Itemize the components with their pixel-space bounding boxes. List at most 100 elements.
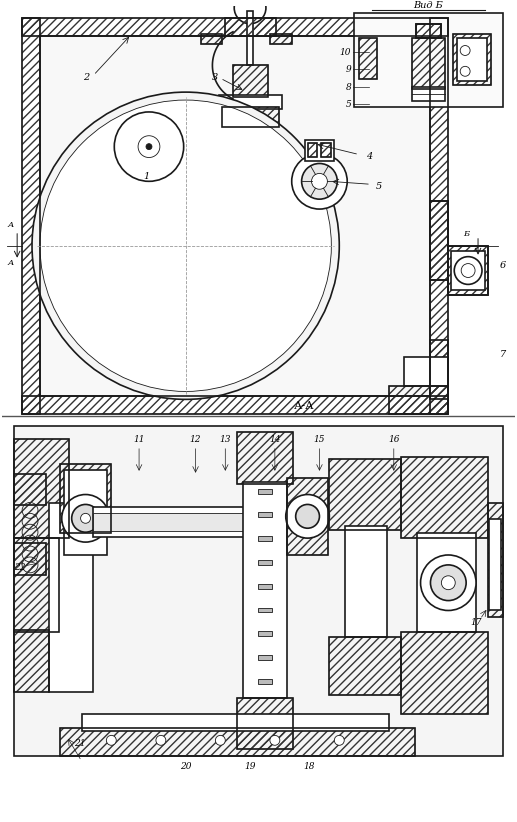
Bar [225,18,276,35]
Text: 9: 9 [345,65,351,74]
Bar [233,66,268,97]
Bar [401,457,488,538]
Circle shape [334,736,344,746]
Text: 10: 10 [340,48,351,57]
Bar [14,538,59,632]
Bar [448,246,488,295]
Bar [431,201,448,280]
Bar [308,143,317,156]
Text: Вид Б: Вид Б [414,2,444,11]
Text: 22: 22 [14,563,26,572]
Bar [417,533,476,632]
Bar [345,526,387,637]
Text: 17: 17 [470,618,482,627]
Text: 7: 7 [500,350,506,359]
Bar [451,251,485,290]
Bar [22,18,40,414]
Bar [389,386,448,414]
Bar [359,38,377,79]
Circle shape [312,173,327,189]
Bar [287,478,328,555]
Bar [401,632,488,713]
Text: 20: 20 [180,762,191,770]
Text: 3: 3 [212,73,219,81]
Circle shape [461,264,475,278]
Circle shape [114,112,184,182]
Bar [431,18,448,414]
Bar [247,11,253,66]
Text: 15: 15 [314,435,325,444]
Bar [329,637,401,695]
Text: 12: 12 [190,435,201,444]
Bar [488,503,503,617]
Bar [14,426,503,756]
Text: 18: 18 [304,762,315,770]
Text: 1: 1 [143,172,149,181]
Text: 21: 21 [74,739,85,748]
Circle shape [32,92,339,399]
Bar [237,698,293,749]
Bar [416,24,442,38]
Circle shape [81,514,90,524]
Bar [14,439,69,538]
Circle shape [296,505,320,529]
Bar [329,637,401,695]
Bar [94,514,262,531]
Bar [14,473,46,506]
Bar [329,459,401,530]
Circle shape [62,495,109,542]
Text: 19: 19 [245,762,256,770]
Bar [94,507,262,537]
Bar [431,201,448,280]
Text: 11: 11 [133,435,145,444]
Circle shape [442,575,455,589]
Circle shape [301,164,337,199]
Circle shape [454,256,482,284]
Bar [448,246,488,295]
Circle shape [138,136,160,158]
Bar [22,396,448,414]
Bar [453,34,491,85]
Bar [453,34,491,85]
Bar [305,140,334,161]
Circle shape [286,495,329,538]
Bar [258,607,272,612]
Bar [359,38,377,79]
Bar [488,503,503,617]
Circle shape [146,144,152,150]
Text: 4: 4 [366,152,372,161]
Bar [22,18,448,35]
Circle shape [460,45,470,55]
Bar [219,95,282,109]
Bar [14,630,49,692]
Bar [401,632,488,713]
Bar [322,143,331,156]
Bar [431,201,448,280]
Bar [287,478,328,555]
Bar [270,34,292,44]
Bar [64,469,108,555]
Text: 2: 2 [83,73,89,81]
Bar [225,18,276,35]
Bar [322,143,331,156]
Circle shape [234,0,266,24]
Circle shape [243,109,257,122]
Bar [14,439,69,538]
Text: 13: 13 [220,435,231,444]
Bar [243,482,287,698]
Bar [40,35,431,396]
Bar [258,560,272,565]
Bar [401,457,488,538]
Bar [412,38,445,89]
Bar [258,679,272,684]
Text: 5: 5 [376,182,382,191]
Bar [416,24,442,38]
Text: А: А [7,221,13,229]
Bar [222,107,279,127]
Bar [60,464,111,533]
Bar [258,631,272,636]
Bar [412,38,445,89]
Text: 5: 5 [345,99,351,109]
Circle shape [72,505,99,532]
Circle shape [270,736,280,746]
